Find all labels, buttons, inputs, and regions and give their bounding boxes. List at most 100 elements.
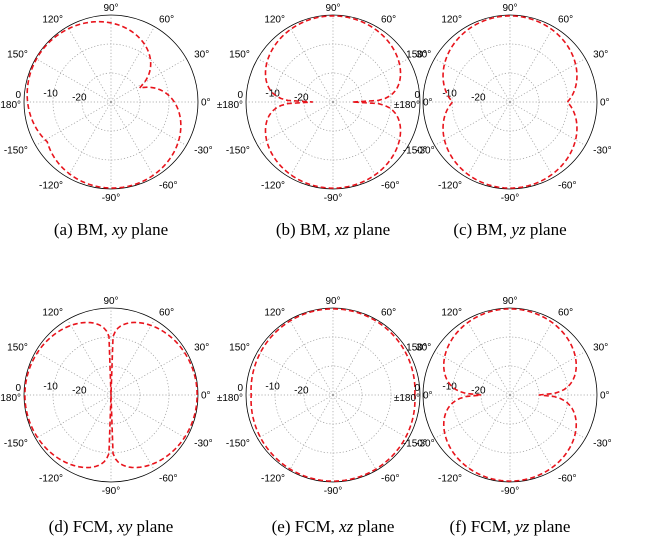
radial-tick-label: -10 [442,382,457,393]
angle-tick-label: 120° [264,307,285,318]
grid-spoke [509,58,586,103]
grid-spoke [466,101,511,178]
grid-spoke [110,351,187,396]
grid-spoke [110,394,187,439]
outer-ring [245,307,421,483]
grid-spoke [257,101,334,146]
angle-tick-label: 0° [423,98,433,109]
angle-tick-label: 30° [593,343,608,354]
angle-tick-label: 90° [103,296,118,307]
grid-spoke [332,58,409,103]
angle-tick-label: 0° [201,391,211,402]
radial-tick-label: -20 [294,386,309,397]
radiation-pattern-curve [264,15,402,189]
angle-tick-label: 60° [381,14,396,25]
angle-tick-label: -120° [438,181,462,192]
angle-tick-label: -90° [501,193,519,204]
polar-plot-1: 90° 60° 30° 0° -30° -60° -90° -120° -150° 0±180° 1… [0,3,213,239]
radial-tick-label: -20 [72,386,87,397]
angle-tick-label: 0±180° [0,383,21,404]
angle-tick-label: -120° [261,474,285,485]
angle-tick-label: 150° [406,50,427,61]
angle-tick-label: -120° [39,181,63,192]
grid-spoke [67,394,112,471]
grid-spoke [434,101,511,146]
angle-tick-label: 90° [502,296,517,307]
angle-tick-label: 150° [7,50,28,61]
angle-tick-label: -30° [593,439,611,450]
angle-tick-label: -90° [324,486,342,497]
subplot-caption: (f) FCM, yz plane [450,517,571,536]
angle-tick-label: 150° [7,343,28,354]
radial-tick-label: -20 [294,93,309,104]
angle-tick-label: 30° [416,50,431,61]
angle-tick-label: 30° [593,50,608,61]
angle-tick-label: -60° [381,474,399,485]
angle-tick-label: -90° [324,193,342,204]
grid-spoke [110,394,155,471]
radial-tick-label: -20 [72,93,87,104]
polar-plot-6: 90° 60° 30° 0° -30° -60° -90° -120° -150° 0 ±180° 1… [394,296,612,536]
grid-spoke [110,101,187,146]
angle-tick-label: 120° [42,14,63,25]
angle-tick-label: -150° [4,439,28,450]
grid-spoke [67,101,112,178]
angle-tick-label: 90° [325,296,340,307]
polar-plot-2: 90° 60° 30° 0° -30° -60° -90° -120° -150° 0 ±180° 1… [217,3,435,239]
grid-spoke [466,319,511,396]
angle-tick-label: 90° [502,3,517,14]
angle-tick-label: -30° [416,146,434,157]
angle-tick-label: 120° [441,14,462,25]
grid-spoke [289,319,334,396]
subplot-caption: (e) FCM, xz plane [272,517,395,536]
angle-tick-label: 30° [194,343,209,354]
grid-spoke [289,101,334,178]
angle-tick-label: 150° [229,50,250,61]
angle-tick-label: -120° [261,181,285,192]
angle-tick-label: -150° [226,439,250,450]
radiation-pattern-curve [24,321,198,469]
radiation-pattern-curve [250,308,416,482]
grid-spoke [67,319,112,396]
polar-plot-4: 90° 60° 30° 0° -30° -60° -90° -120° -150° 0±180° 1… [0,296,213,536]
radial-tick-label: -20 [471,93,486,104]
angle-tick-label: 120° [264,14,285,25]
angle-tick-label: 0° [423,391,433,402]
angle-tick-label: 0±180° [217,383,244,404]
angle-tick-label: 0° [201,98,211,109]
subplot-caption: (c) BM, yz plane [453,220,566,239]
angle-tick-label: -120° [39,474,63,485]
angle-tick-label: -150° [226,146,250,157]
angle-tick-label: 90° [103,3,118,14]
angle-tick-label: -90° [102,486,120,497]
angle-tick-label: -60° [558,474,576,485]
grid-spoke [110,26,155,103]
subplot-caption: (b) BM, xz plane [276,220,390,239]
outer-ring [23,307,199,483]
angle-tick-label: -150° [403,146,427,157]
subplot-caption: (a) BM, xy plane [54,220,168,239]
angle-tick-label: 90° [325,3,340,14]
angle-tick-label: -60° [558,181,576,192]
grid-spoke [509,351,586,396]
angle-tick-label: -90° [102,193,120,204]
grid-spoke [434,394,511,439]
angle-tick-label: 60° [381,307,396,318]
grid-spoke [332,394,377,471]
outer-ring [23,14,199,190]
angle-tick-label: 0° [600,98,610,109]
angle-tick-label: 30° [416,343,431,354]
grid-spoke [509,101,586,146]
angle-tick-label: 60° [159,307,174,318]
grid-spoke [257,394,334,439]
grid-spoke [332,319,377,396]
grid-spoke [67,26,112,103]
angle-tick-label: 60° [159,14,174,25]
angle-tick-label: 0±180° [217,90,244,111]
angle-tick-label: 60° [558,14,573,25]
angle-tick-label: -30° [194,439,212,450]
radial-tick-label: -10 [43,89,58,100]
grid-spoke [509,394,554,471]
angle-tick-label: 150° [229,343,250,354]
radial-tick-label: -10 [265,382,280,393]
